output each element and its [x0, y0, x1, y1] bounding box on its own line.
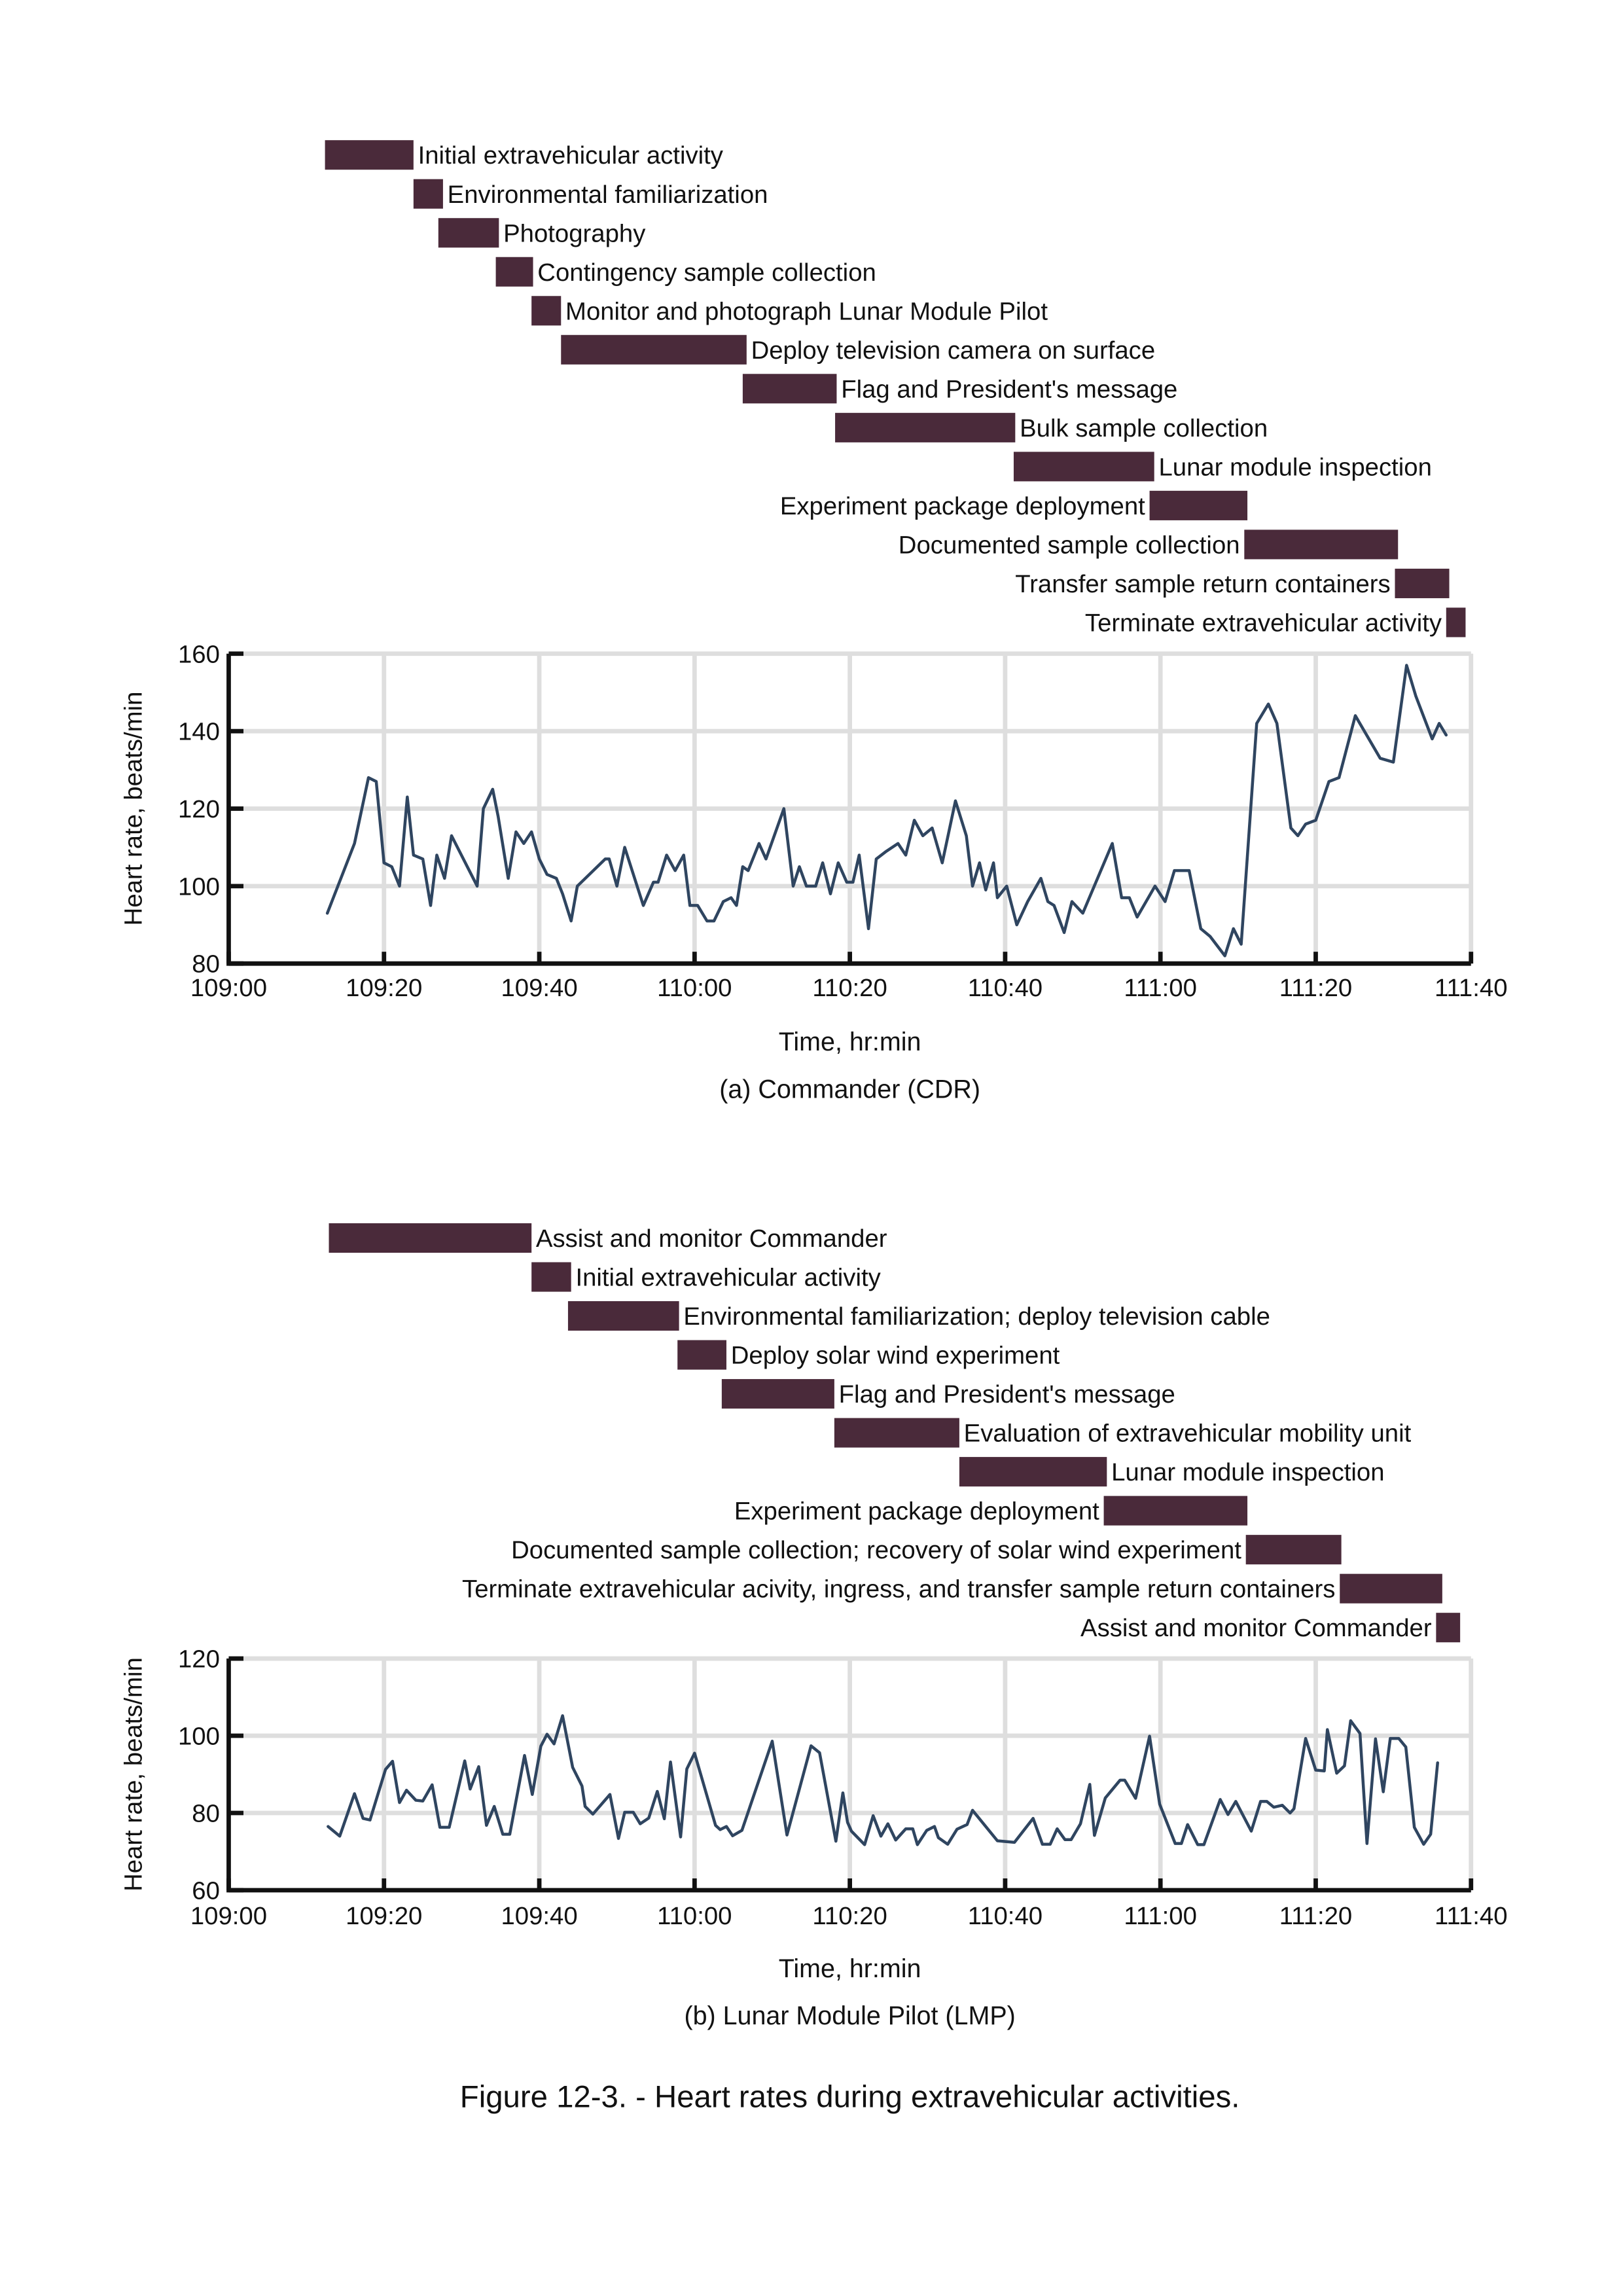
- activity-label: Evaluation of extravehicular mobility un…: [964, 1420, 1412, 1448]
- activity-bar: [531, 296, 562, 326]
- activity-label: Documented sample collection; recovery o…: [511, 1536, 1241, 1564]
- activity-bar: [834, 1418, 959, 1448]
- y-axis-title: Heart rate, beats/min: [119, 692, 147, 926]
- activity-label: Environmental familiarization: [448, 181, 768, 209]
- activity-label: Flag and President's message: [839, 1380, 1175, 1408]
- x-tick-label: 111:40: [1435, 1902, 1508, 1930]
- x-tick-label: 110:20: [812, 1902, 887, 1930]
- x-tick-label: 111:00: [1124, 974, 1197, 1002]
- activity-bar: [1013, 452, 1154, 482]
- y-tick-label: 120: [178, 1645, 220, 1674]
- figure-caption: Figure 12-3. - Heart rates during extrav…: [460, 2079, 1240, 2114]
- activity-bar: [495, 257, 533, 287]
- activity-label: Initial extravehicular activity: [575, 1264, 881, 1292]
- activity-bar: [835, 412, 1016, 442]
- x-tick-label: 110:40: [968, 974, 1043, 1002]
- activity-label: Photography: [503, 219, 646, 247]
- activity-bar: [329, 1223, 532, 1253]
- chart-commander: 109:00 109:20 109:40 110:00 110:20 110:40 111:…: [119, 140, 1508, 1103]
- chart-lunar-module-pilot: 109:00 109:20 109:40 110:00 110:20 110:40 111:…: [119, 1223, 1508, 2030]
- x-tick-label: 109:20: [346, 1902, 422, 1930]
- y-tick-label: 80: [192, 950, 220, 978]
- activity-bar: [413, 179, 443, 209]
- x-tick-label: 110:20: [812, 974, 887, 1002]
- x-tick-label: 111:20: [1279, 1902, 1352, 1930]
- y-tick-label: 100: [178, 1723, 220, 1751]
- activity-bar: [1245, 1535, 1342, 1565]
- activity-label: Lunar module inspection: [1111, 1458, 1384, 1486]
- x-axis-title: Time, hr:min: [779, 1954, 921, 1983]
- activity-bar: [1395, 568, 1450, 598]
- activity-bar: [531, 1262, 571, 1292]
- activity-label: Environmental familiarization; deploy te…: [683, 1302, 1270, 1331]
- x-axis-title: Time, hr:min: [779, 1028, 921, 1056]
- activity-label: Deploy solar wind experiment: [731, 1342, 1060, 1370]
- y-axis-title: Heart rate, beats/min: [119, 1657, 147, 1892]
- activity-bar: [721, 1379, 834, 1409]
- x-tick-label: 111:00: [1124, 1902, 1197, 1930]
- activity-bar: [1436, 1613, 1461, 1643]
- activity-label: Assist and monitor Commander: [536, 1225, 887, 1253]
- x-tick-label: 109:40: [501, 974, 577, 1002]
- x-tick-label: 109:40: [501, 1902, 577, 1930]
- chart-caption: (a) Commander (CDR): [719, 1075, 980, 1103]
- x-tick-label: 110:00: [657, 974, 732, 1002]
- activity-label: Monitor and photograph Lunar Module Pilo…: [565, 297, 1048, 325]
- chart-caption: (b) Lunar Module Pilot (LMP): [684, 2001, 1015, 2030]
- activity-bar: [567, 1301, 679, 1331]
- activity-bar: [1149, 490, 1248, 520]
- heart-rate-line: [327, 1714, 1439, 1846]
- x-tick-label: 110:00: [657, 1902, 732, 1930]
- activity-label: Deploy television camera on surface: [751, 336, 1156, 365]
- activity-label: Bulk sample collection: [1020, 414, 1268, 442]
- activity-bar: [1103, 1496, 1248, 1526]
- x-tick-label: 111:40: [1435, 974, 1508, 1002]
- x-tick-label: 109:00: [190, 1902, 267, 1930]
- activity-bar: [1244, 529, 1399, 560]
- x-tick-label: 110:40: [968, 1902, 1043, 1930]
- y-tick-label: 100: [178, 872, 220, 901]
- activity-label: Lunar module inspection: [1158, 453, 1431, 481]
- activity-label: Flag and President's message: [841, 375, 1177, 403]
- activity-bar: [959, 1457, 1107, 1487]
- activity-label: Experiment package deployment: [780, 492, 1145, 520]
- y-tick-label: 160: [178, 640, 220, 668]
- activity-bar: [561, 334, 747, 365]
- activity-label: Terminate extravehicular activity: [1085, 609, 1442, 637]
- activity-label: Transfer sample return containers: [1015, 570, 1391, 598]
- x-tick-label: 109:00: [190, 974, 267, 1002]
- y-tick-label: 140: [178, 718, 220, 746]
- activity-bar: [1340, 1573, 1442, 1604]
- activity-label: Contingency sample collection: [537, 259, 876, 287]
- activity-label: Experiment package deployment: [734, 1498, 1099, 1526]
- activity-label: Terminate extravehicular acivity, ingres…: [462, 1575, 1335, 1604]
- activity-label: Documented sample collection: [899, 531, 1240, 559]
- activity-label: Assist and monitor Commander: [1080, 1614, 1432, 1642]
- y-tick-label: 120: [178, 795, 220, 823]
- y-tick-label: 60: [192, 1877, 220, 1905]
- activity-bar: [677, 1340, 726, 1370]
- activity-bar: [325, 140, 414, 170]
- x-tick-label: 109:20: [346, 974, 422, 1002]
- activity-bar: [742, 374, 837, 404]
- heart-rate-line: [325, 664, 1448, 958]
- y-tick-label: 80: [192, 1800, 220, 1828]
- activity-label: Initial extravehicular activity: [418, 141, 724, 170]
- activity-bar: [438, 218, 499, 248]
- x-tick-label: 111:20: [1279, 974, 1352, 1002]
- activity-bar: [1446, 607, 1466, 637]
